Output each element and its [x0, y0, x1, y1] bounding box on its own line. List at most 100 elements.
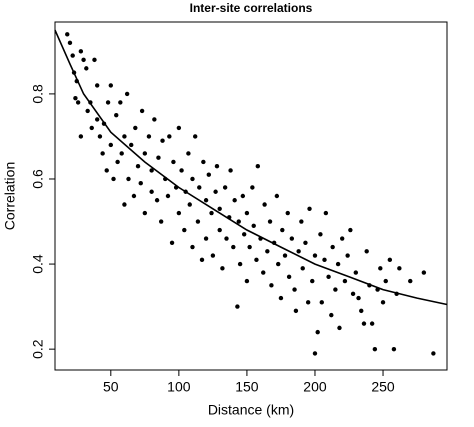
point — [364, 249, 369, 254]
point — [397, 266, 402, 271]
y-tick-label: 0.4 — [30, 254, 46, 274]
point — [171, 159, 176, 165]
point — [133, 125, 138, 131]
point — [203, 236, 209, 241]
point — [152, 117, 157, 122]
point — [296, 249, 301, 254]
point — [326, 274, 331, 280]
point — [262, 202, 267, 207]
point — [126, 176, 131, 182]
point — [104, 168, 109, 173]
point — [73, 95, 78, 101]
point — [158, 219, 164, 224]
point — [78, 134, 84, 139]
point — [269, 283, 274, 288]
point — [139, 108, 145, 114]
x-tick-label: 250 — [371, 379, 395, 395]
point — [192, 134, 198, 139]
point — [187, 202, 192, 207]
point — [255, 164, 261, 169]
point — [235, 304, 240, 309]
point — [378, 266, 383, 271]
y-axis-label: Correlation — [2, 162, 18, 230]
y-tick-label: 0.6 — [30, 169, 46, 189]
point — [241, 232, 247, 237]
point — [359, 308, 364, 314]
point — [94, 83, 100, 88]
point — [265, 249, 270, 254]
point — [345, 253, 350, 258]
x-tick-label: 100 — [167, 379, 191, 395]
fit-curve — [54, 29, 448, 306]
point — [305, 300, 311, 305]
point — [138, 181, 143, 186]
point — [169, 240, 175, 245]
point — [176, 125, 182, 131]
point — [299, 219, 304, 224]
point — [105, 100, 111, 105]
point — [135, 164, 141, 169]
point — [278, 295, 284, 301]
point — [333, 287, 338, 292]
point — [118, 100, 123, 105]
point — [220, 266, 225, 271]
point — [342, 278, 348, 284]
point — [213, 189, 218, 194]
point — [160, 138, 165, 143]
point — [146, 134, 152, 139]
point — [282, 253, 288, 258]
point — [210, 253, 216, 258]
point — [156, 155, 161, 160]
point — [78, 49, 84, 54]
point — [92, 57, 97, 63]
point — [222, 185, 228, 190]
point — [315, 329, 320, 335]
point — [312, 351, 318, 356]
point — [322, 257, 327, 263]
point — [100, 151, 105, 156]
point — [228, 168, 233, 173]
point — [250, 185, 255, 190]
point — [131, 193, 137, 199]
point — [244, 210, 250, 216]
point — [199, 257, 205, 263]
point — [310, 278, 315, 284]
point — [179, 168, 184, 173]
point — [369, 321, 375, 326]
point — [224, 236, 229, 241]
point — [122, 134, 127, 139]
x-tick-label: 200 — [303, 379, 327, 395]
point — [251, 223, 256, 228]
point — [274, 193, 280, 199]
point — [307, 206, 312, 211]
point — [70, 53, 75, 58]
point — [285, 210, 290, 216]
point — [85, 108, 90, 114]
point — [214, 164, 220, 169]
point — [292, 287, 297, 292]
point — [312, 253, 318, 258]
point — [209, 210, 214, 216]
point — [267, 219, 273, 224]
point — [217, 227, 222, 233]
point — [372, 346, 378, 352]
point — [154, 198, 160, 203]
point — [182, 227, 187, 233]
point — [115, 159, 120, 165]
point — [108, 83, 114, 88]
point — [391, 346, 397, 352]
point — [232, 198, 237, 203]
point — [149, 168, 154, 173]
point — [217, 206, 222, 211]
point — [356, 295, 361, 301]
point — [124, 91, 130, 97]
y-tick-label: 0.8 — [30, 84, 46, 104]
point — [380, 300, 386, 305]
point — [244, 278, 250, 284]
point — [361, 321, 367, 326]
point — [84, 66, 89, 71]
point — [323, 210, 329, 216]
x-axis-label: Distance (km) — [208, 402, 294, 418]
point — [236, 219, 241, 224]
